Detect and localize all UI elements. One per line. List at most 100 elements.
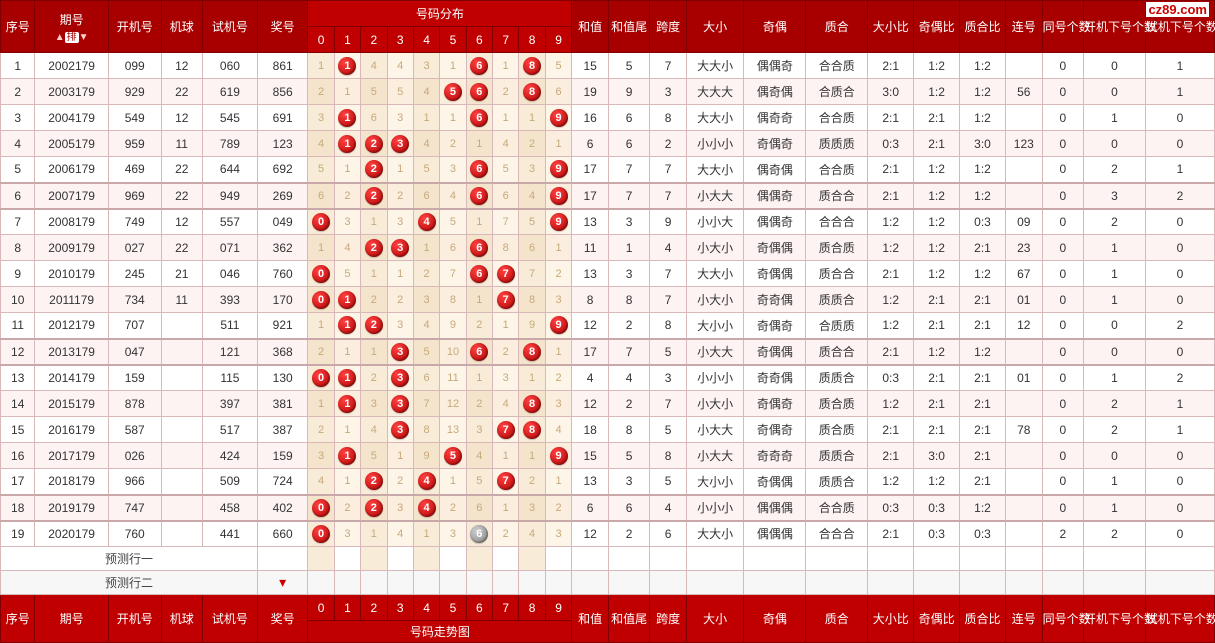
fcol-dist-5: 5	[440, 595, 466, 621]
ball-2: 2	[365, 160, 383, 178]
col-prime-ratio: 质合比	[960, 1, 1006, 53]
predict-arrow-icon[interactable]	[257, 547, 307, 571]
col-period[interactable]: 期号 ▲排▼	[35, 1, 108, 53]
fcol-dist-4: 4	[413, 595, 439, 621]
ball-7: 7	[497, 421, 515, 439]
fcol-dist-2: 2	[361, 595, 387, 621]
ball-1: 1	[338, 135, 356, 153]
fcol-dist-8: 8	[519, 595, 545, 621]
ball-3: 3	[391, 343, 409, 361]
ball-8: 8	[523, 421, 541, 439]
table-row: 17201817996650972441224157211335大小小奇偶偶质质…	[1, 469, 1215, 495]
fcol-dist-6: 6	[466, 595, 492, 621]
predict-arrow-icon[interactable]: ▾	[257, 571, 307, 595]
table-row: 19202017976044166003141362431226大大小偶偶偶合合…	[1, 521, 1215, 547]
col-dist-0: 0	[308, 27, 334, 53]
ball-0: 0	[312, 525, 330, 543]
predict-label[interactable]: 预测行一	[1, 547, 258, 571]
col-size: 大小	[687, 1, 744, 53]
ball-9: 9	[550, 109, 568, 127]
fcol-prime: 质合	[806, 595, 868, 643]
col-sum-tail: 和值尾	[609, 1, 650, 53]
ball-7: 7	[497, 265, 515, 283]
col-dist-8: 8	[519, 27, 545, 53]
table-row: 1820191797474584020223426132664小小小偶偶偶合合质…	[1, 495, 1215, 521]
table-row: 122013179047121368211351062811775小大大奇偶偶质…	[1, 339, 1215, 365]
watermark: cz89.com	[1146, 2, 1209, 17]
col-sum: 和值	[572, 1, 609, 53]
ball-0: 0	[312, 499, 330, 517]
ball-0: 0	[312, 265, 330, 283]
ball-7: 7	[497, 291, 515, 309]
ball-1: 1	[338, 447, 356, 465]
table-row: 320041795491254569131631161191668大大小偶奇奇合…	[1, 105, 1215, 131]
col-prize-num: 奖号	[257, 1, 307, 53]
fcol-mb: 机球	[161, 595, 202, 643]
fcol-parity_ratio: 奇偶比	[914, 595, 960, 643]
sort-label[interactable]: 排	[65, 32, 79, 43]
col-size-ratio: 大小比	[868, 1, 914, 53]
ball-6: 6	[470, 239, 488, 257]
col-dist-4: 4	[413, 27, 439, 53]
ball-1: 1	[338, 291, 356, 309]
fcol-seq: 序号	[1, 595, 35, 643]
ball-6: 6	[470, 160, 488, 178]
ball-6: 6	[470, 57, 488, 75]
ball-6: 6	[470, 343, 488, 361]
ball-6: 6	[470, 187, 488, 205]
col-dist-3: 3	[387, 27, 413, 53]
ball-9: 9	[550, 187, 568, 205]
fcol-prize: 奖号	[257, 595, 307, 643]
ball-3: 3	[391, 369, 409, 387]
ball-4: 4	[418, 213, 436, 231]
table-row: 42005179959117891234123421421662小小小奇偶奇质质…	[1, 131, 1215, 157]
predict-row[interactable]: 预测行一	[1, 547, 1215, 571]
fcol-dist-9: 9	[545, 595, 572, 621]
ball-2: 2	[365, 135, 383, 153]
ball-6: 6	[470, 265, 488, 283]
sort-desc-icon[interactable]: ▼	[79, 32, 89, 43]
ball-9: 9	[550, 160, 568, 178]
col-open-num: 开机号	[108, 1, 161, 53]
ball-5: 5	[444, 447, 462, 465]
col-dist-7: 7	[493, 27, 519, 53]
ball-9: 9	[550, 316, 568, 334]
ball-5: 5	[444, 83, 462, 101]
col-dist-9: 9	[545, 27, 572, 53]
col-parity-ratio: 奇偶比	[914, 1, 960, 53]
fcol-dist-3: 3	[387, 595, 413, 621]
col-machine-ball: 机球	[161, 1, 202, 53]
table-row: 142015179878397381113371224831227小大小奇偶奇质…	[1, 391, 1215, 417]
fcol-sum: 和值	[572, 595, 609, 643]
ball-1: 1	[338, 369, 356, 387]
col-span: 跨度	[650, 1, 687, 53]
fcol-test: 试机号	[202, 595, 257, 643]
table-row: 120021790991206086111443161851557大大小偶偶奇合…	[1, 53, 1215, 79]
table-row: 820091790272207136214231668611114小大小奇偶偶质…	[1, 235, 1215, 261]
fcol-dist-1: 1	[334, 595, 360, 621]
col-dist-5: 5	[440, 27, 466, 53]
table-header: 序号 期号 ▲排▼ 开机号 机球 试机号 奖号 号码分布 和值 和值尾 跨度 大…	[1, 1, 1215, 53]
fcol-prime_ratio: 质合比	[960, 595, 1006, 643]
ball-0: 0	[312, 291, 330, 309]
ball-2: 2	[365, 187, 383, 205]
fcol-size: 大小	[687, 595, 744, 643]
table-row: 720081797491255704903134517591339小小大偶偶奇合…	[1, 209, 1215, 235]
ball-7: 7	[497, 472, 515, 490]
table-row: 220031799292261985621554562861993大大大偶奇偶合…	[1, 79, 1215, 105]
fcol-trend: 号码走势图	[308, 621, 572, 643]
ball-3: 3	[391, 239, 409, 257]
ball-8: 8	[523, 343, 541, 361]
table-row: 102011179734113931700122381783887小大小奇奇偶质…	[1, 287, 1215, 313]
ball-8: 8	[523, 395, 541, 413]
predict-row[interactable]: 预测行二▾	[1, 571, 1215, 595]
fcol-test_next_count: 试机下号个数	[1145, 595, 1214, 643]
ball-2: 2	[365, 499, 383, 517]
ball-1: 1	[338, 395, 356, 413]
fcol-open_next_count: 开机下号个数	[1083, 595, 1145, 643]
table-row: 11201217970751192111234921991228大小小奇偶奇合质…	[1, 313, 1215, 339]
sort-asc-icon[interactable]: ▲	[55, 32, 65, 43]
predict-label[interactable]: 预测行二	[1, 571, 258, 595]
ball-0: 0	[312, 213, 330, 231]
ball-6: 6	[470, 83, 488, 101]
